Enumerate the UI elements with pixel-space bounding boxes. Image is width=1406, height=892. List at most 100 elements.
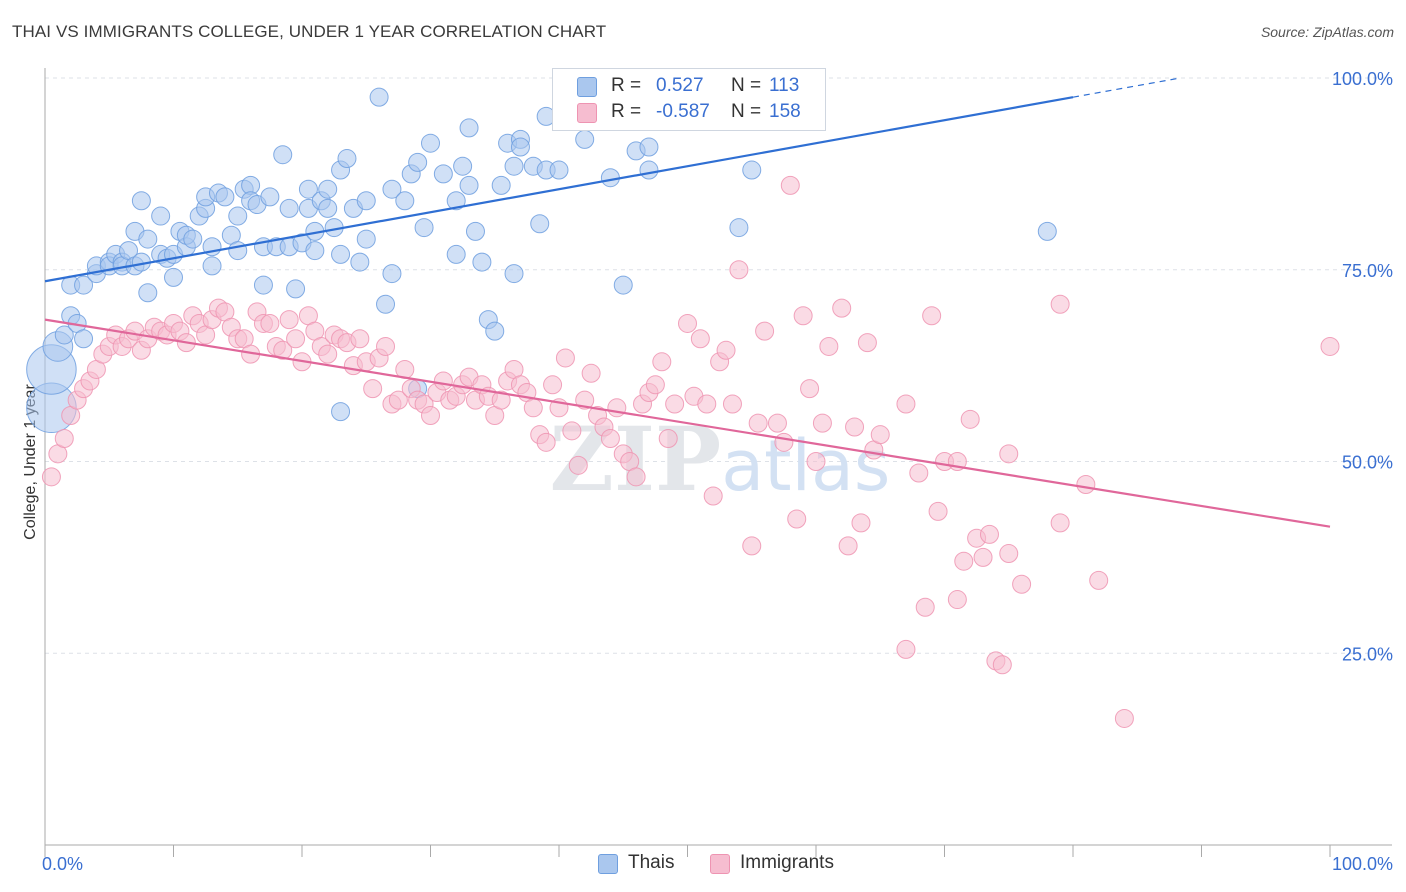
data-point bbox=[845, 417, 865, 437]
trend-line bbox=[44, 96, 1074, 283]
data-point bbox=[183, 229, 203, 249]
data-point bbox=[812, 413, 832, 433]
x-tick-label: 0.0% bbox=[42, 854, 83, 874]
data-point bbox=[465, 221, 485, 241]
data-point bbox=[279, 310, 299, 330]
data-point bbox=[376, 294, 396, 314]
trend-line-extension bbox=[1072, 77, 1181, 98]
data-point bbox=[395, 191, 415, 211]
data-point bbox=[318, 198, 338, 218]
trend-line bbox=[44, 318, 1331, 528]
data-point bbox=[363, 379, 383, 399]
data-point bbox=[433, 164, 453, 184]
data-point bbox=[228, 206, 248, 226]
data-point bbox=[253, 275, 273, 295]
legend-label: Thais bbox=[628, 852, 675, 873]
data-point bbox=[555, 348, 575, 368]
data-point bbox=[472, 252, 492, 272]
data-point bbox=[909, 463, 929, 483]
data-point bbox=[305, 241, 325, 261]
data-point bbox=[851, 513, 871, 533]
data-point bbox=[131, 191, 151, 211]
data-point bbox=[421, 405, 440, 425]
data-point bbox=[1076, 475, 1096, 495]
y-tick-label: 100.0% bbox=[1332, 69, 1393, 89]
x-tick-label: 100.0% bbox=[1332, 854, 1393, 874]
data-point bbox=[832, 298, 852, 318]
data-point bbox=[1050, 513, 1070, 533]
data-point bbox=[1037, 221, 1057, 241]
correlation-legend: R = 0.527 N = 113 R = -0.587 N = 158 bbox=[552, 68, 826, 131]
data-point bbox=[260, 313, 280, 333]
data-point bbox=[819, 336, 839, 356]
data-point bbox=[722, 394, 742, 414]
data-point bbox=[331, 244, 351, 264]
data-point bbox=[639, 137, 659, 157]
data-point bbox=[164, 267, 183, 287]
data-point bbox=[504, 156, 524, 176]
data-point bbox=[658, 428, 678, 448]
data-point bbox=[780, 175, 800, 195]
data-point bbox=[54, 428, 74, 448]
data-point bbox=[260, 187, 280, 207]
data-point bbox=[273, 145, 293, 165]
data-point bbox=[690, 329, 710, 349]
data-point bbox=[600, 428, 620, 448]
data-point bbox=[992, 655, 1012, 675]
data-point bbox=[1114, 708, 1134, 728]
data-point bbox=[896, 639, 916, 659]
data-point bbox=[485, 321, 505, 341]
data-point bbox=[202, 256, 222, 276]
data-point bbox=[273, 340, 293, 360]
data-point bbox=[530, 214, 550, 234]
r-value: -0.587 bbox=[656, 101, 710, 122]
r-label: R = bbox=[611, 75, 642, 96]
data-point bbox=[806, 452, 826, 471]
data-point bbox=[459, 118, 479, 138]
data-point bbox=[433, 371, 453, 391]
data-point bbox=[857, 333, 877, 353]
data-point bbox=[549, 160, 569, 180]
data-point bbox=[626, 467, 646, 487]
data-point bbox=[922, 306, 942, 326]
data-point bbox=[697, 394, 717, 414]
data-point bbox=[979, 524, 999, 544]
data-point bbox=[774, 432, 794, 452]
data-point bbox=[575, 390, 595, 410]
data-point bbox=[408, 152, 428, 172]
data-point bbox=[1050, 294, 1070, 314]
data-point bbox=[600, 168, 620, 188]
data-point bbox=[491, 175, 511, 195]
data-point bbox=[896, 394, 916, 414]
data-point bbox=[350, 252, 370, 272]
source-credit: Source: ZipAtlas.com bbox=[1260, 24, 1394, 40]
data-point bbox=[536, 432, 556, 452]
data-point bbox=[459, 175, 479, 195]
data-point bbox=[138, 283, 158, 303]
data-point bbox=[729, 260, 749, 280]
data-point bbox=[613, 275, 633, 295]
data-point bbox=[973, 547, 993, 567]
data-point bbox=[665, 394, 685, 414]
data-point bbox=[800, 379, 820, 399]
data-point bbox=[446, 191, 466, 211]
data-point bbox=[523, 398, 543, 418]
data-point bbox=[703, 486, 723, 506]
data-point bbox=[286, 279, 306, 299]
data-point bbox=[1320, 336, 1340, 356]
data-point bbox=[331, 402, 351, 422]
data-point bbox=[286, 329, 306, 349]
data-point bbox=[1012, 574, 1032, 594]
data-point bbox=[318, 344, 338, 364]
data-point bbox=[928, 501, 948, 521]
data-point bbox=[41, 467, 61, 487]
chart-title: THAI VS IMMIGRANTS COLLEGE, UNDER 1 YEAR… bbox=[12, 22, 607, 41]
data-point bbox=[645, 375, 665, 395]
data-point bbox=[960, 409, 980, 429]
data-point bbox=[279, 198, 299, 218]
data-point bbox=[755, 321, 775, 341]
r-label: R = bbox=[611, 101, 642, 122]
data-point bbox=[453, 156, 473, 176]
data-point bbox=[742, 536, 762, 556]
data-point bbox=[793, 306, 813, 326]
